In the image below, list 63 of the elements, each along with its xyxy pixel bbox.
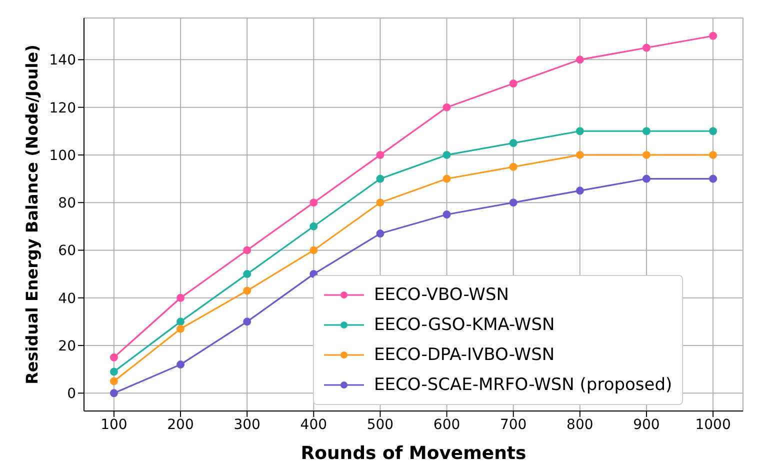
y-tick-label: 40 [58, 290, 76, 307]
point [576, 186, 584, 195]
legend-label: EECO-GSO-KMA-WSN [374, 315, 555, 335]
point [110, 368, 118, 376]
point [576, 150, 584, 159]
point [110, 389, 118, 398]
point [243, 318, 252, 326]
point [376, 198, 384, 207]
point [176, 360, 185, 369]
x-tick-label: 300 [234, 416, 260, 433]
x-tick-label: 100 [100, 416, 128, 433]
point [576, 127, 584, 136]
point [243, 286, 252, 295]
point [243, 246, 252, 254]
point [509, 139, 518, 148]
point [176, 294, 185, 302]
point [709, 174, 718, 183]
point [376, 174, 384, 183]
legend-label: EECO-VBO-WSN [374, 285, 509, 305]
x-tick-label: 600 [433, 416, 460, 433]
point [310, 198, 318, 207]
x-tick-label: 1000 [695, 416, 731, 433]
y-tick-label: 60 [58, 243, 76, 260]
x-tick-label: 200 [167, 416, 194, 433]
y-tick-label: 120 [49, 100, 76, 116]
legend-label: EECO-SCAE-MRFO-WSN (proposed) [374, 375, 672, 395]
point [110, 353, 118, 362]
point [243, 270, 252, 278]
point [442, 210, 451, 218]
point [642, 127, 650, 136]
x-tick-label: 700 [500, 416, 527, 433]
point [376, 230, 384, 238]
point [509, 162, 518, 171]
x-tick-label: 400 [300, 416, 328, 433]
x-axis-title: Rounds of Movements [300, 443, 526, 464]
y-tick-label: 140 [49, 52, 76, 69]
point [176, 318, 185, 326]
point [709, 127, 718, 136]
point [110, 377, 118, 386]
point [509, 80, 518, 88]
x-tick-label: 800 [566, 416, 594, 433]
point [442, 174, 451, 183]
y-axis-title: Residual Energy Balance (Node/Joule) [22, 44, 42, 384]
point [709, 150, 718, 159]
point [642, 174, 650, 183]
y-tick-label: 100 [49, 148, 76, 164]
point [576, 56, 584, 64]
point [509, 198, 518, 207]
y-tick-label: 80 [58, 196, 76, 212]
x-tick-label: 500 [366, 416, 394, 433]
point [642, 150, 650, 159]
point [642, 44, 650, 52]
x-tick-label: 900 [633, 416, 660, 433]
point [442, 150, 451, 159]
point [310, 246, 318, 254]
point [376, 150, 384, 159]
point [310, 222, 318, 230]
legend-label: EECO-DPA-IVBO-WSN [374, 345, 555, 365]
y-tick-label: 0 [67, 386, 76, 402]
point [709, 32, 718, 40]
point [442, 103, 451, 112]
y-tick-label: 20 [58, 338, 76, 354]
point [176, 324, 185, 333]
